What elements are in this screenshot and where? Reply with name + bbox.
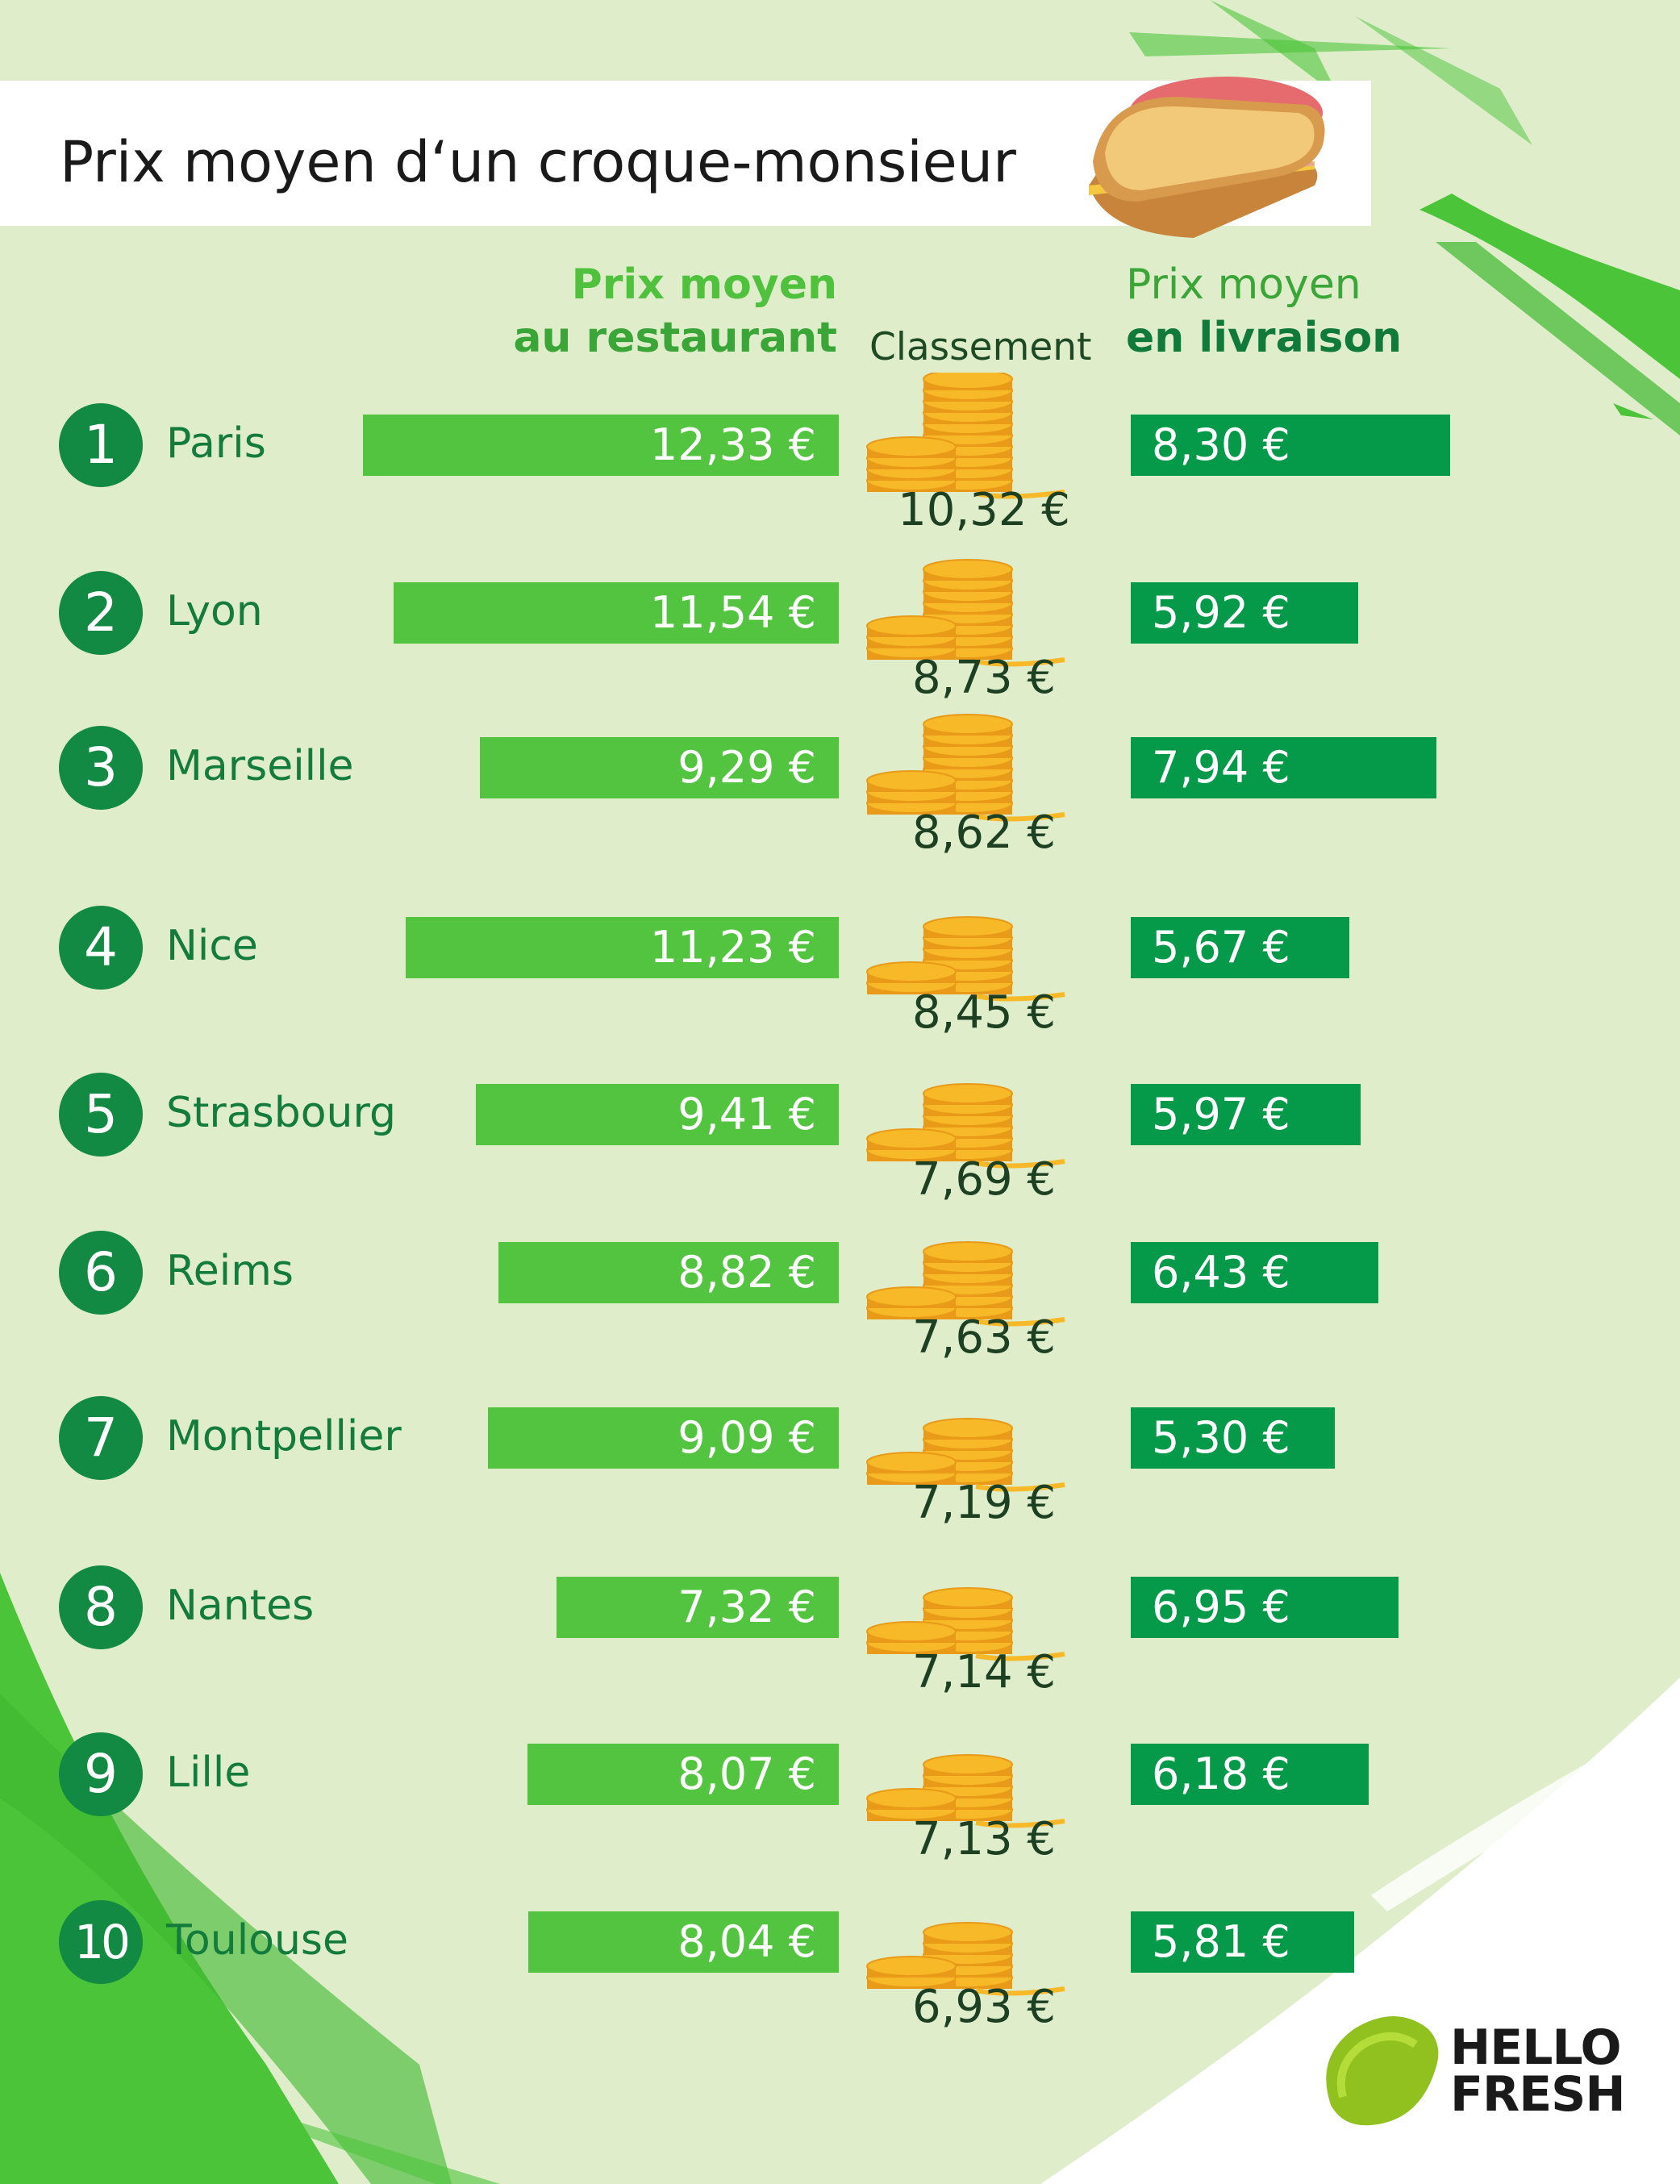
restaurant-bar [363, 415, 839, 476]
coins-icon [866, 1418, 1065, 1492]
restaurant-price-label: 8,82 € [677, 1247, 816, 1298]
city-label: Paris [166, 419, 266, 468]
delivery-price-label: 5,81 € [1152, 1916, 1290, 1967]
city-label: Marseille [166, 742, 354, 790]
delivery-bar [1131, 415, 1450, 476]
hellofresh-logo: HELLO FRESH [1450, 2019, 1626, 2123]
lime-logo-icon [1326, 2016, 1439, 2126]
delivery-bar [1131, 1242, 1378, 1303]
rank-badge: 4 [59, 906, 143, 990]
ranking-price-label: 6,93 € [911, 1981, 1057, 2033]
delivery-bar [1131, 1744, 1369, 1805]
delivery-bar [1131, 1084, 1361, 1145]
rank-badge: 3 [59, 726, 143, 810]
coins-icon [866, 373, 1065, 499]
restaurant-price-label: 9,09 € [677, 1412, 816, 1463]
delivery-price-label: 5,67 € [1152, 922, 1290, 973]
delivery-bar [1131, 737, 1436, 798]
restaurant-bar [405, 917, 839, 978]
coins-icon [866, 1241, 1065, 1327]
delivery-bar [1131, 582, 1359, 644]
restaurant-bar [480, 737, 839, 798]
coins-icon [866, 1754, 1065, 1828]
ranking-price-label: 7,63 € [911, 1311, 1057, 1364]
coins-icon [866, 559, 1065, 667]
restaurant-header-line1: Prix moyen [571, 260, 837, 309]
delivery-header-line2: en livraison [1126, 314, 1403, 362]
delivery-price-label: 6,43 € [1152, 1247, 1290, 1298]
restaurant-price-label: 8,04 € [677, 1916, 816, 1967]
city-label: Montpellier [166, 1412, 402, 1461]
coins-icon [866, 916, 1065, 1002]
coins-icon [866, 1587, 1065, 1661]
rank-badge: 7 [59, 1396, 143, 1480]
delivery-bar [1131, 1407, 1335, 1469]
delivery-header-line1: Prix moyen [1126, 260, 1361, 309]
ranking-price-label: 7,14 € [911, 1646, 1057, 1698]
delivery-header: Prix moyen en livraison [1126, 258, 1402, 365]
delivery-price-label: 6,95 € [1152, 1582, 1290, 1632]
ranking-price-label: 7,69 € [911, 1153, 1057, 1206]
restaurant-bar [393, 582, 839, 644]
rank-badge: 9 [59, 1732, 143, 1816]
city-label: Reims [166, 1247, 294, 1295]
ranking-price-label: 8,45 € [911, 986, 1057, 1039]
city-label: Toulouse [166, 1916, 349, 1965]
coins-icon [866, 714, 1065, 822]
delivery-price-label: 5,92 € [1152, 587, 1290, 638]
restaurant-price-label: 7,32 € [677, 1582, 816, 1632]
restaurant-header: Prix moyen au restaurant [0, 258, 837, 365]
rank-badge: 5 [59, 1073, 143, 1157]
city-label: Lyon [166, 587, 263, 636]
city-label: Lille [166, 1748, 251, 1797]
restaurant-bar [528, 1911, 839, 1973]
ranking-price-label: 7,19 € [911, 1477, 1057, 1529]
delivery-price-label: 5,97 € [1152, 1089, 1290, 1140]
delivery-bar [1131, 1577, 1399, 1638]
ranking-price-label: 8,62 € [911, 806, 1057, 859]
logo-line1: HELLO [1450, 2019, 1622, 2076]
restaurant-bar [498, 1242, 839, 1303]
page-title: Prix moyen d‘un croque-monsieur [60, 129, 1016, 195]
delivery-price-label: 6,18 € [1152, 1748, 1290, 1799]
delivery-price-label: 7,94 € [1152, 742, 1290, 793]
coins-icon [866, 1083, 1065, 1169]
rank-badge: 8 [59, 1565, 143, 1649]
restaurant-bar [488, 1407, 839, 1469]
restaurant-price-label: 12,33 € [649, 419, 816, 470]
restaurant-price-label: 8,07 € [677, 1748, 816, 1799]
ranking-price-label: 7,13 € [911, 1813, 1057, 1865]
delivery-bar [1131, 1911, 1355, 1973]
restaurant-price-label: 11,54 € [649, 587, 816, 638]
logo-line2: FRESH [1450, 2066, 1626, 2123]
ranking-price-label: 8,73 € [911, 652, 1057, 704]
rank-badge: 2 [59, 571, 143, 655]
restaurant-price-label: 9,41 € [677, 1089, 816, 1140]
rank-badge: 6 [59, 1231, 143, 1315]
rank-badge: 1 [59, 403, 143, 487]
restaurant-bar [556, 1577, 839, 1638]
coins-icon [866, 1922, 1065, 1996]
rank-badge: 10 [59, 1900, 143, 1984]
ranking-price-label: 10,32 € [898, 484, 1070, 536]
ranking-header: Classement [869, 325, 1092, 369]
city-label: Nantes [166, 1582, 315, 1630]
sandwich-icon [1089, 77, 1325, 238]
city-label: Strasbourg [166, 1089, 396, 1137]
restaurant-header-line2: au restaurant [513, 314, 837, 362]
restaurant-bar [527, 1744, 839, 1805]
city-label: Nice [166, 922, 258, 970]
delivery-price-label: 5,30 € [1152, 1412, 1290, 1463]
restaurant-price-label: 9,29 € [677, 742, 816, 793]
delivery-price-label: 8,30 € [1152, 419, 1290, 470]
delivery-bar [1131, 917, 1349, 978]
restaurant-bar [475, 1084, 839, 1145]
restaurant-price-label: 11,23 € [649, 922, 816, 973]
